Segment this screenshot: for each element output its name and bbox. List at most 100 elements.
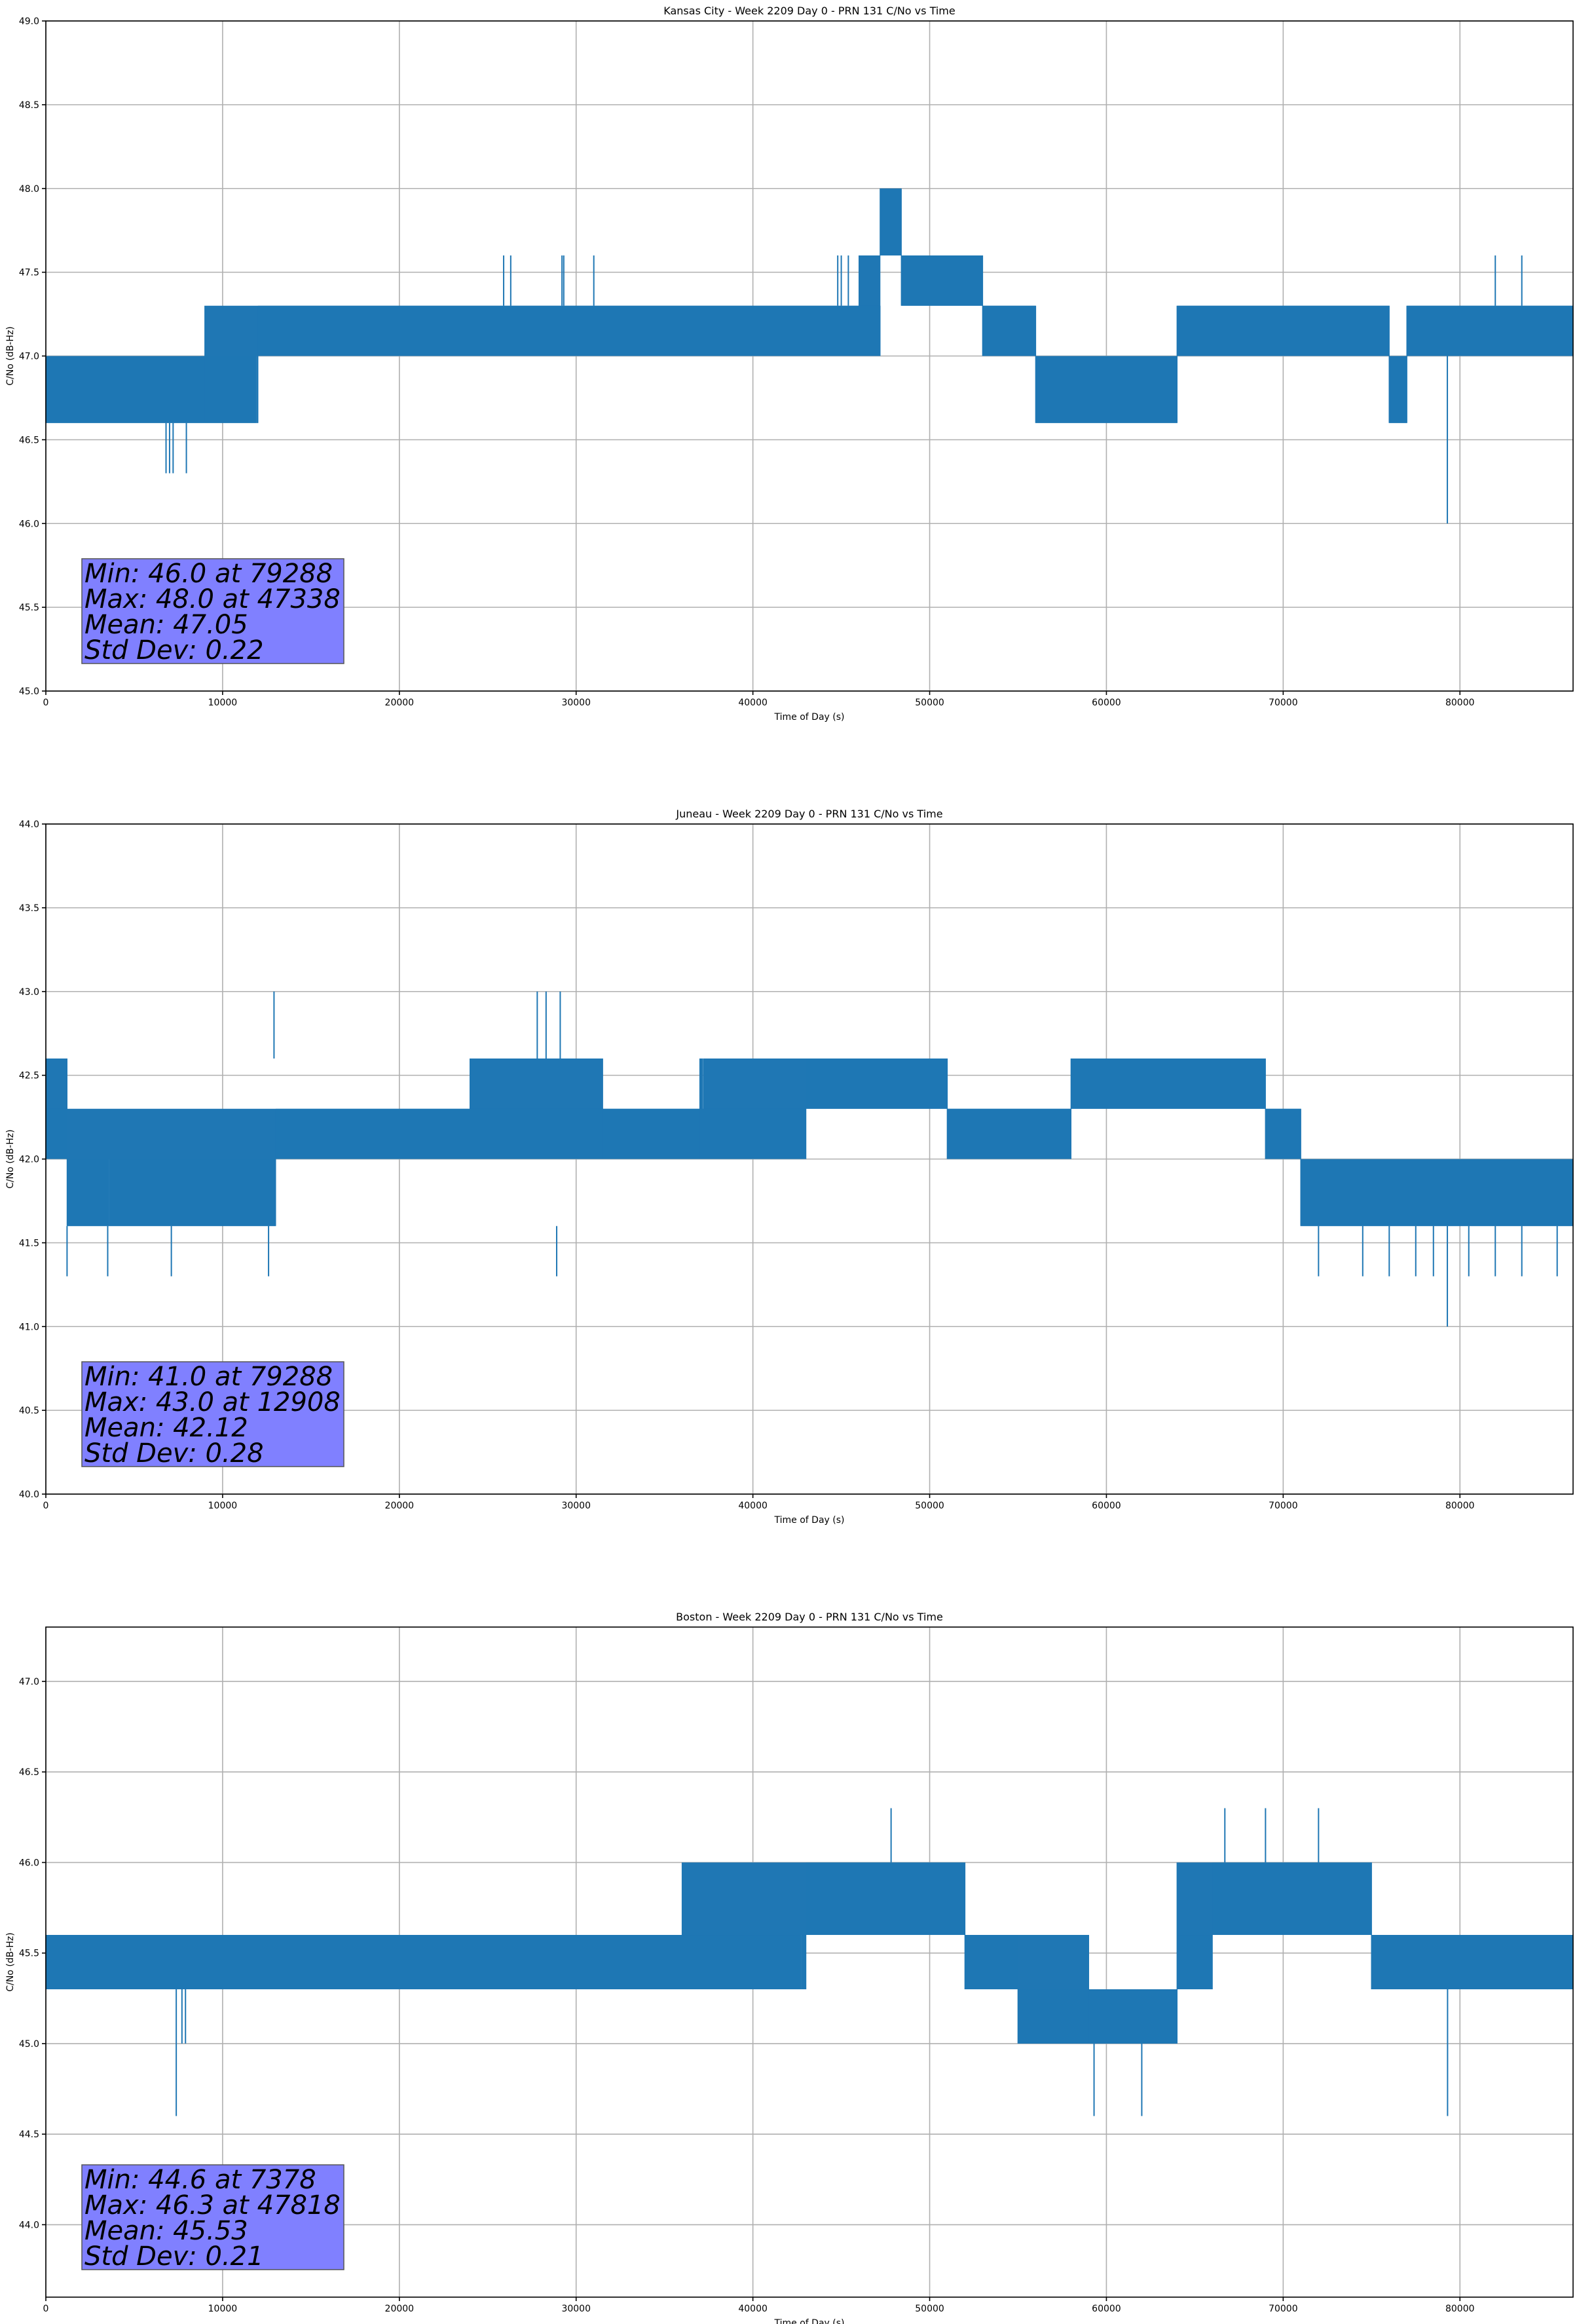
x-tick-label: 70000 — [1269, 1501, 1298, 1511]
stats-line: Std Dev: 0.21 — [84, 2241, 264, 2272]
y-tick-label: 46.5 — [19, 435, 39, 445]
cno-band — [1177, 305, 1390, 356]
y-tick-label: 45.0 — [19, 2039, 39, 2050]
y-tick-label: 42.5 — [19, 1071, 39, 1081]
stats-box — [81, 558, 344, 664]
y-tick-label: 42.0 — [19, 1155, 39, 1165]
cno-band — [1389, 356, 1407, 423]
x-tick-label: 20000 — [385, 1501, 415, 1511]
y-tick-label: 46.0 — [19, 519, 39, 529]
x-tick-label: 40000 — [738, 2304, 768, 2314]
x-tick-label: 0 — [43, 1501, 49, 1511]
y-tick-label: 45.5 — [19, 1949, 39, 1959]
y-tick-label: 43.5 — [19, 903, 39, 914]
x-tick-label: 0 — [43, 698, 49, 708]
cno-band — [1177, 1935, 1213, 1989]
cno-band — [576, 305, 859, 356]
chart-panel-1: Juneau - Week 2209 Day 0 - PRN 131 C/No … — [5, 808, 1574, 1526]
cno-band — [46, 356, 205, 423]
cno-band — [603, 1108, 700, 1159]
x-tick-label: 80000 — [1445, 698, 1475, 708]
cno-band — [1301, 1159, 1573, 1226]
y-tick-label: 44.0 — [19, 2220, 39, 2230]
cno-band — [880, 188, 902, 256]
y-tick-label: 47.0 — [19, 1677, 39, 1687]
x-tick-label: 60000 — [1092, 2304, 1121, 2314]
cno-band — [806, 1059, 948, 1109]
cno-band — [1407, 305, 1573, 356]
x-tick-label: 70000 — [1269, 2304, 1298, 2314]
y-tick-label: 49.0 — [19, 16, 39, 27]
cno-band — [901, 255, 983, 306]
cno-band — [46, 1935, 682, 1989]
y-tick-label: 46.0 — [19, 1858, 39, 1868]
chart-panel-2: Boston - Week 2209 Day 0 - PRN 131 C/No … — [5, 1611, 1574, 2324]
stats-line: Mean: 45.53 — [84, 2216, 248, 2246]
x-tick-label: 10000 — [208, 2304, 238, 2314]
cno-band — [1035, 356, 1178, 423]
stats-line: Mean: 47.05 — [84, 610, 248, 640]
plot-frame — [45, 20, 1574, 692]
cno-band — [982, 305, 1036, 356]
cno-band — [46, 1108, 67, 1159]
x-tick-label: 70000 — [1269, 698, 1298, 708]
cno-band — [699, 1108, 806, 1159]
y-tick-label: 41.0 — [19, 1322, 39, 1332]
cno-band — [859, 305, 880, 356]
x-tick-label: 30000 — [561, 2304, 591, 2314]
chart-title: Boston - Week 2209 Day 0 - PRN 131 C/No … — [676, 1611, 943, 1623]
y-tick-label: 48.5 — [19, 100, 39, 111]
y-tick-label: 44.5 — [19, 2129, 39, 2140]
chart-title: Juneau - Week 2209 Day 0 - PRN 131 C/No … — [675, 808, 942, 820]
cno-band — [204, 356, 258, 423]
stats-line: Max: 48.0 at 47338 — [84, 584, 341, 614]
y-tick-label: 43.0 — [19, 987, 39, 998]
y-tick-label: 45.0 — [19, 686, 39, 697]
stats-line: Min: 46.0 at 79288 — [84, 559, 333, 589]
cno-band — [67, 1159, 276, 1226]
chart-panel-0: Kansas City - Week 2209 Day 0 - PRN 131 … — [5, 5, 1574, 722]
x-tick-label: 50000 — [915, 1501, 944, 1511]
x-tick-label: 50000 — [915, 698, 944, 708]
y-axis-label: C/No (dB-Hz) — [5, 1932, 16, 1991]
x-tick-label: 40000 — [738, 1501, 768, 1511]
y-tick-label: 44.0 — [19, 819, 39, 830]
stats-line: Mean: 42.12 — [84, 1413, 248, 1443]
y-tick-label: 40.5 — [19, 1406, 39, 1416]
cno-band — [1071, 1059, 1266, 1109]
x-tick-label: 80000 — [1445, 1501, 1475, 1511]
x-tick-label: 60000 — [1092, 698, 1121, 708]
y-tick-label: 47.5 — [19, 268, 39, 278]
cno-band — [947, 1108, 1071, 1159]
y-tick-label: 48.0 — [19, 184, 39, 195]
x-axis-label: Time of Day (s) — [774, 712, 845, 722]
chart-title: Kansas City - Week 2209 Day 0 - PRN 131 … — [663, 5, 955, 17]
x-axis-label: Time of Day (s) — [774, 1515, 845, 1526]
cno-band — [470, 1108, 603, 1159]
stats-box — [81, 1361, 344, 1467]
cno-band — [257, 305, 576, 356]
x-tick-label: 20000 — [385, 698, 415, 708]
cno-band — [682, 1935, 806, 1989]
x-tick-label: 20000 — [385, 2304, 415, 2314]
stats-line: Min: 41.0 at 79288 — [84, 1362, 333, 1392]
x-axis-label: Time of Day (s) — [774, 2318, 845, 2324]
cno-band — [965, 1935, 1018, 1989]
cno-band — [1088, 1989, 1178, 2044]
cno-band — [1265, 1108, 1301, 1159]
x-tick-label: 30000 — [561, 698, 591, 708]
stats-box — [81, 2164, 344, 2270]
y-tick-label: 46.5 — [19, 1767, 39, 1778]
y-axis-label: C/No (dB-Hz) — [5, 326, 16, 385]
cno-band — [1371, 1935, 1573, 1989]
cno-band — [806, 1862, 965, 1936]
cno-band — [1018, 1989, 1089, 2044]
x-tick-label: 80000 — [1445, 2304, 1475, 2314]
stats-line: Std Dev: 0.22 — [84, 635, 264, 665]
plot-frame — [45, 1626, 1574, 2298]
cno-band — [275, 1108, 470, 1159]
y-axis-label: C/No (dB-Hz) — [5, 1129, 16, 1188]
y-tick-label: 45.5 — [19, 603, 39, 613]
x-tick-label: 10000 — [208, 1501, 238, 1511]
